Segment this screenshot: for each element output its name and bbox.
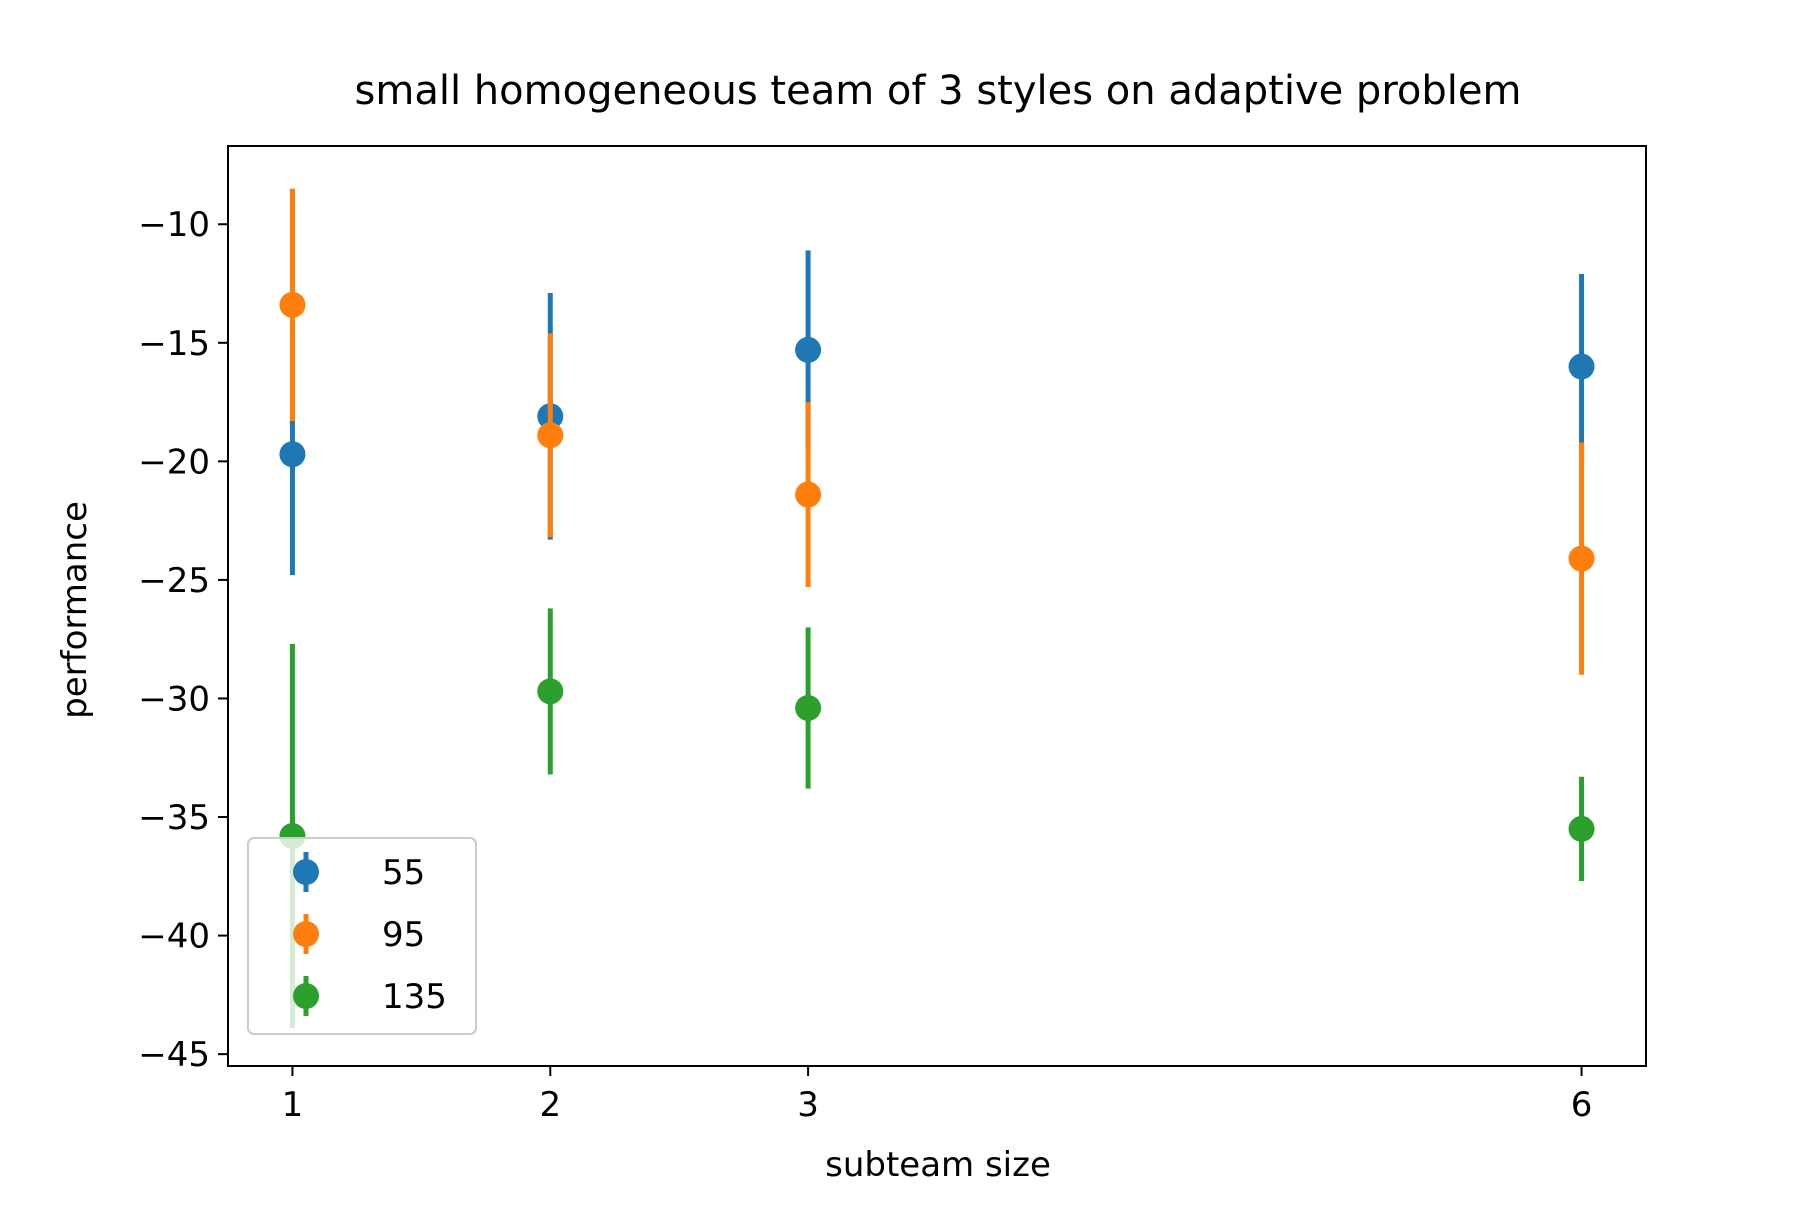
y-tick-label: −15 <box>138 324 210 364</box>
x-tick-label: 2 <box>539 1085 561 1125</box>
series-95 <box>279 188 1595 675</box>
data-point <box>1568 815 1595 842</box>
data-point <box>279 441 306 468</box>
y-tick-label: −35 <box>138 798 210 838</box>
data-point <box>795 336 822 363</box>
data-point <box>795 694 822 721</box>
data-point <box>1568 545 1595 572</box>
legend-marker <box>293 921 319 947</box>
x-tick-label: 6 <box>1571 1085 1593 1125</box>
y-tick-label: −20 <box>138 442 210 482</box>
data-point <box>795 481 822 508</box>
x-axis-label: subteam size <box>825 1145 1051 1185</box>
axes: 1 2 3 6 −10 −15 −20 −25 −30 −35 −40 −45 <box>138 205 1592 1125</box>
series-135 <box>279 608 1595 1029</box>
series-55 <box>279 250 1595 576</box>
series-layer <box>279 188 1595 1029</box>
plot-frame <box>227 145 1647 1067</box>
data-point <box>537 422 564 449</box>
y-tick-label: −25 <box>138 561 210 601</box>
legend-marker <box>293 859 319 885</box>
data-point <box>279 291 306 318</box>
legend-marker <box>293 983 319 1009</box>
data-point <box>1568 353 1595 380</box>
legend: 55 95 135 <box>247 837 477 1035</box>
y-tick-label: −45 <box>138 1035 210 1075</box>
legend-label: 55 <box>382 853 425 893</box>
y-tick-label: −40 <box>138 917 210 957</box>
x-tick-label: 3 <box>797 1085 819 1125</box>
x-tick-label: 1 <box>282 1085 304 1125</box>
chart-title: small homogeneous team of 3 styles on ad… <box>355 68 1522 114</box>
y-tick-label: −10 <box>138 205 210 245</box>
y-axis-label: performance <box>55 501 95 719</box>
legend-label: 135 <box>382 977 447 1017</box>
y-tick-label: −30 <box>138 679 210 719</box>
legend-label: 95 <box>382 915 425 955</box>
data-point <box>537 678 564 705</box>
